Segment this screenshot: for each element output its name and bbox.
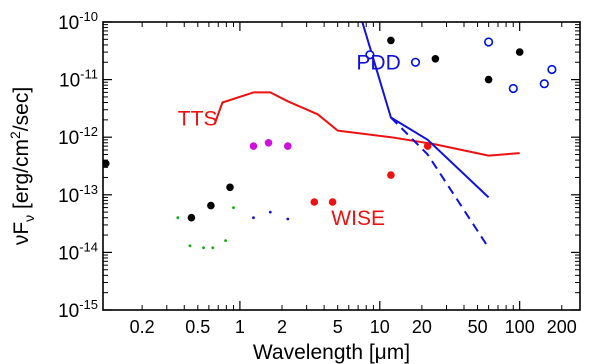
data-point-s4-1 — [188, 244, 192, 248]
data-point-s5-0 — [252, 216, 255, 220]
x-tick-label: 0.5 — [185, 317, 210, 337]
data-point-s3-3 — [423, 142, 432, 150]
x-tick-label: 2 — [277, 317, 287, 337]
data-point-s1-1 — [410, 57, 421, 67]
data-point-s1-0 — [365, 50, 375, 60]
data-point-s3-0 — [310, 198, 319, 206]
data-point-s4-2 — [202, 246, 206, 250]
y-axis-label: νFν [erg/cm2/sec] — [7, 87, 37, 245]
x-tick-label: 1 — [235, 317, 245, 337]
data-point-s2-1 — [264, 139, 273, 147]
y-tick-label: 10-12 — [58, 124, 98, 149]
data-point-s5-2 — [286, 217, 290, 221]
y-tick-label: 10-14 — [58, 239, 98, 264]
y-tick-label: 10-15 — [58, 297, 98, 322]
data-point-s1-5 — [547, 64, 557, 75]
annotation-tts: TTS — [178, 107, 218, 130]
x-tick-label: 50 — [468, 317, 488, 337]
x-tick-label: 100 — [505, 317, 535, 337]
data-point-s0-1 — [187, 213, 196, 222]
x-tick-label: 0.2 — [130, 317, 155, 337]
data-point-s0-6 — [484, 75, 493, 84]
data-point-s0-0 — [103, 159, 110, 168]
data-point-s4-4 — [224, 239, 228, 243]
data-point-s1-2 — [484, 37, 494, 47]
line-tts — [213, 91, 520, 157]
data-point-s5-1 — [268, 210, 272, 214]
data-point-s3-2 — [387, 171, 395, 179]
data-point-s0-5 — [431, 55, 440, 63]
data-point-s0-3 — [226, 183, 234, 192]
plot-frame — [102, 21, 581, 311]
data-point-s4-3 — [211, 246, 215, 250]
x-axis-label: Wavelength [μm] — [253, 341, 410, 364]
data-point-s1-4 — [539, 79, 549, 89]
data-point-s0-4 — [387, 36, 395, 45]
data-point-s4-5 — [232, 206, 235, 210]
y-tick-label: 10-11 — [59, 67, 98, 92]
data-point-s1-3 — [508, 83, 518, 94]
annotation-pdd: PDD — [356, 52, 400, 75]
annotation-wise: WISE — [331, 207, 385, 230]
x-tick-label: 20 — [412, 317, 432, 337]
x-tick-label: 200 — [547, 317, 577, 337]
line-pdd — [361, 22, 490, 199]
data-point-s4-0 — [176, 216, 180, 220]
x-tick-label: 10 — [370, 317, 390, 337]
data-point-s0-2 — [207, 201, 215, 210]
y-tick-label: 10-13 — [58, 182, 98, 207]
data-point-s3-1 — [328, 198, 337, 206]
data-point-s0-7 — [515, 48, 524, 56]
line-2-dashed — [390, 116, 490, 249]
data-point-s2-2 — [284, 142, 292, 150]
x-tick-label: 5 — [333, 317, 343, 337]
data-point-s2-0 — [249, 142, 258, 150]
y-tick-label: 10-10 — [58, 9, 98, 34]
